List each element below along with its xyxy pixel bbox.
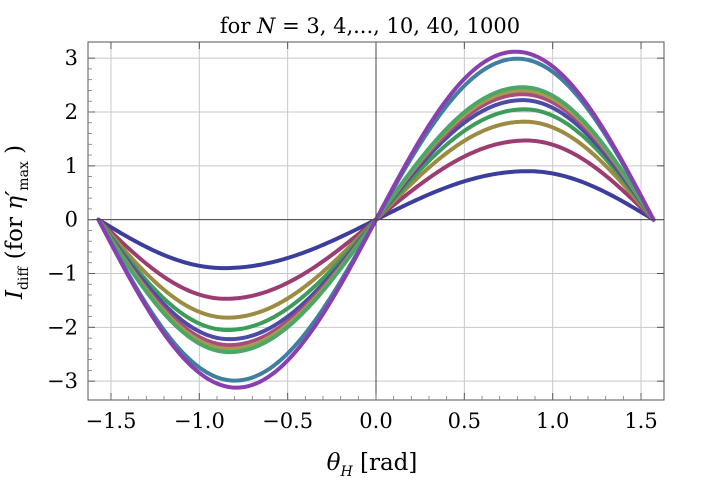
y-tick-label: 2	[65, 100, 78, 124]
y-axis-label: Idiff (for η′max )	[2, 145, 32, 300]
x-tick-label: −0.5	[262, 409, 313, 433]
x-tick-label: 1.0	[536, 409, 569, 433]
x-axis-label: θH [rad]	[327, 450, 418, 480]
x-tick-label: −1.5	[85, 409, 136, 433]
y-tick-label: −1	[47, 261, 78, 285]
y-tick-label: 3	[65, 46, 78, 70]
y-tick-label: −3	[47, 369, 78, 393]
x-tick-label: −1.0	[174, 409, 225, 433]
axes	[87, 41, 665, 401]
chart-title: for N = 3, 4,..., 10, 40, 1000	[220, 14, 520, 38]
y-tick-label: −2	[47, 315, 78, 339]
tick-labels: −1.5 −1.0 −0.5 0.0 0.5 1.0 1.5 −3 −2 −1 0 1 2 3	[47, 46, 658, 433]
y-tick-label: 1	[65, 154, 78, 178]
x-tick-label: 1.5	[624, 409, 657, 433]
x-tick-label: 0.0	[359, 409, 392, 433]
x-tick-label: 0.5	[448, 409, 481, 433]
y-tick-label: 0	[65, 208, 78, 232]
